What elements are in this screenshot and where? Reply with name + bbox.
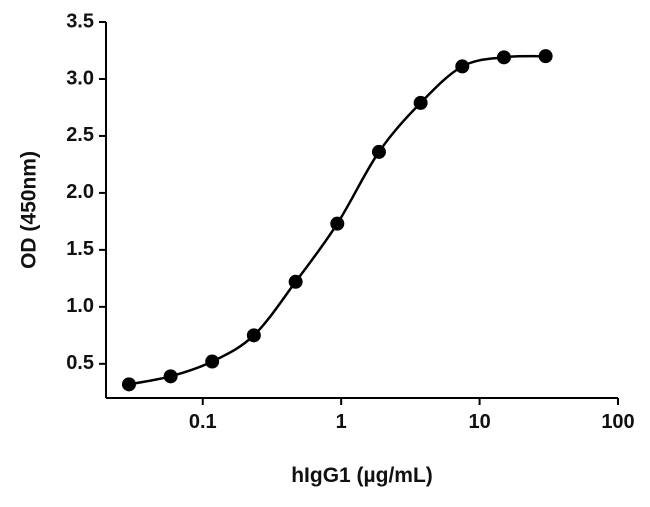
data-point	[163, 369, 178, 384]
y-tick-label: 2.5	[66, 124, 94, 146]
data-point	[371, 144, 386, 159]
data-point	[455, 59, 470, 74]
y-tick-label: 2.0	[66, 181, 94, 203]
x-axis-title: hIgG1 (µg/mL)	[291, 464, 433, 487]
y-tick-label: 0.5	[66, 352, 94, 374]
y-tick-label: 1.0	[66, 295, 94, 317]
data-point	[246, 328, 261, 343]
data-point	[330, 216, 345, 231]
x-tick-label: 10	[468, 411, 490, 433]
data-point	[121, 377, 136, 392]
x-tick-label: 100	[601, 411, 634, 433]
y-tick-label: 1.5	[66, 238, 94, 260]
data-point	[413, 95, 428, 110]
x-tick-label: 0.1	[189, 411, 217, 433]
data-point	[496, 50, 511, 65]
y-axis-title: OD (450nm)	[18, 151, 41, 269]
y-tick-label: 3.0	[66, 67, 94, 89]
x-tick-label: 1	[336, 411, 347, 433]
data-point	[205, 354, 220, 369]
data-point	[538, 49, 553, 64]
y-tick-label: 3.5	[66, 10, 94, 32]
data-point	[288, 274, 303, 289]
